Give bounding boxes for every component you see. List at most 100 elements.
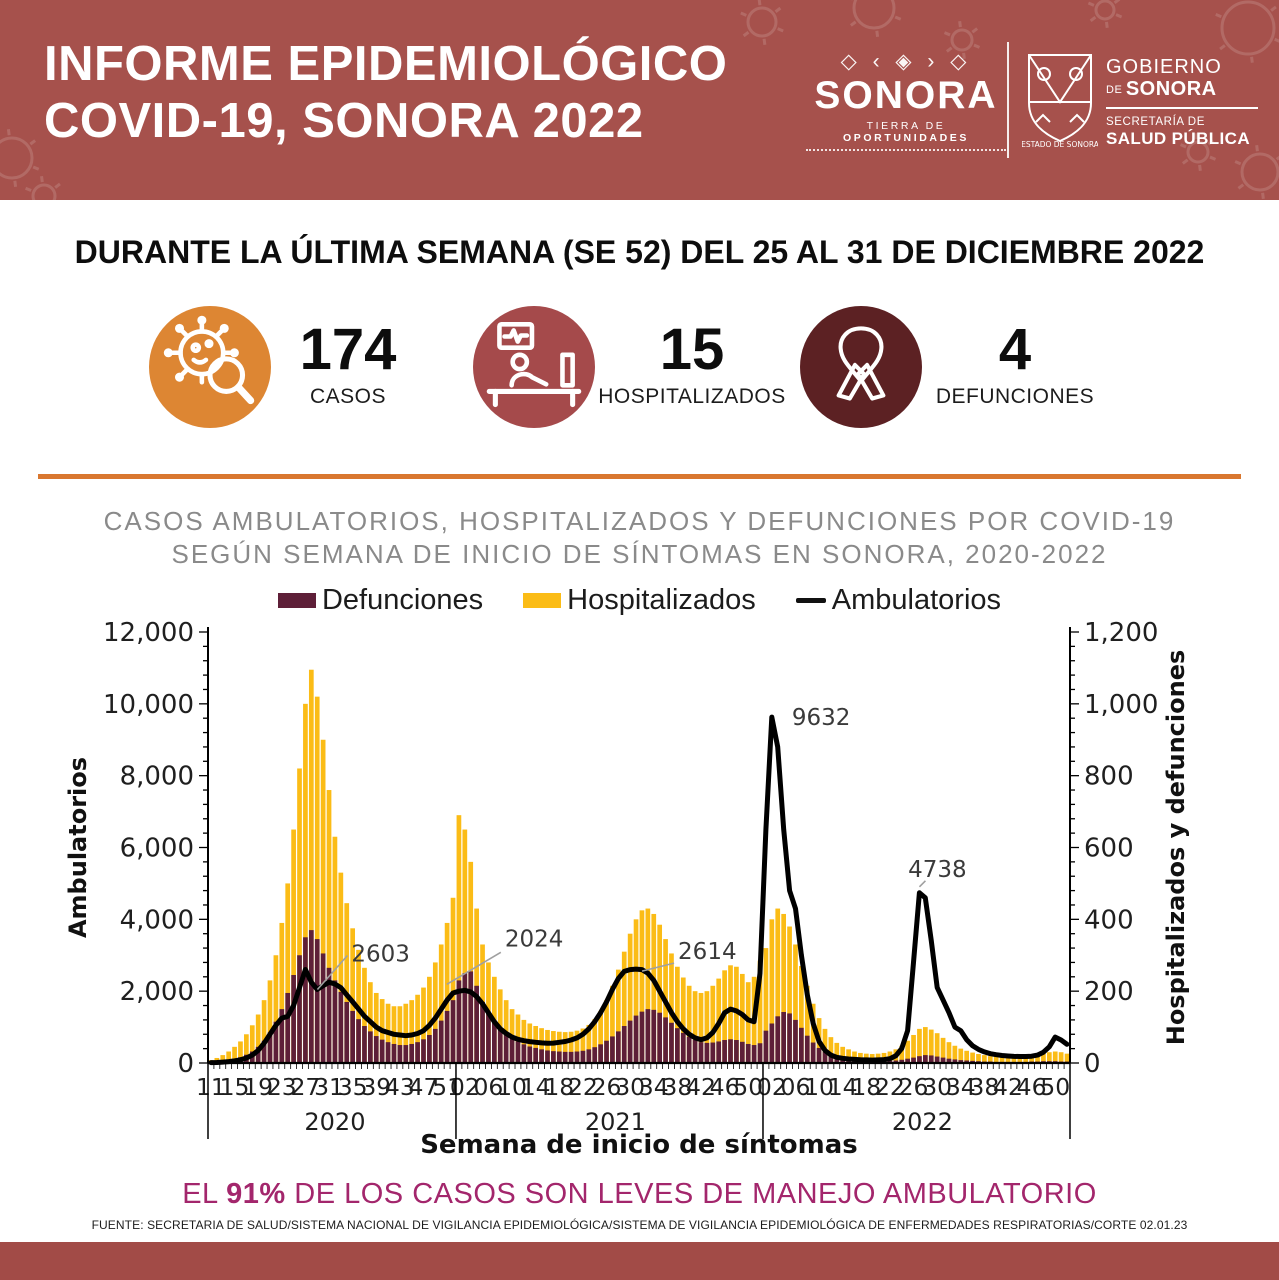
stat-hospitalizados-value: 15 bbox=[659, 317, 725, 382]
stat-hospitalizados: 15 HOSPITALIZADOS bbox=[592, 320, 792, 409]
svg-text:42: 42 bbox=[686, 1073, 716, 1101]
svg-text:18: 18 bbox=[851, 1073, 881, 1101]
gov-line4: SALUD PÚBLICA bbox=[1106, 129, 1251, 148]
svg-text:2,000: 2,000 bbox=[120, 977, 194, 1007]
stat-circle-defunciones bbox=[800, 306, 922, 428]
svg-text:30: 30 bbox=[615, 1073, 645, 1101]
sonora-shield-icon: ESTADO DE SONORA bbox=[1021, 50, 1100, 150]
legend-item-defunciones: Defunciones bbox=[277, 584, 483, 617]
chart-legend: Defunciones Hospitalizados Ambulatorios bbox=[0, 584, 1279, 617]
svg-text:14: 14 bbox=[828, 1073, 858, 1101]
svg-text:26: 26 bbox=[592, 1073, 622, 1101]
source-note: FUENTE: SECRETARIA DE SALUD/SISTEMA NACI… bbox=[91, 1218, 1188, 1232]
stat-defunciones-value: 4 bbox=[998, 317, 1032, 382]
svg-text:50: 50 bbox=[1040, 1073, 1070, 1101]
svg-text:0: 0 bbox=[1084, 1049, 1101, 1079]
svg-text:50: 50 bbox=[733, 1073, 763, 1101]
svg-text:27: 27 bbox=[290, 1073, 320, 1101]
stat-casos-label: CASOS bbox=[309, 385, 387, 408]
stat-defunciones-label: DEFUNCIONES bbox=[935, 385, 1095, 408]
svg-text:51: 51 bbox=[432, 1073, 462, 1101]
header-banner: INFORME EPIDEMIOLÓGICO COVID-19, SONORA … bbox=[0, 0, 1279, 200]
svg-text:8,000: 8,000 bbox=[120, 762, 194, 792]
svg-text:4,000: 4,000 bbox=[120, 905, 194, 935]
svg-text:02: 02 bbox=[757, 1073, 787, 1101]
footer-highlight: EL 91% DE LOS CASOS SON LEVES DE MANEJO … bbox=[0, 1178, 1279, 1211]
orange-divider bbox=[38, 474, 1241, 479]
legend-item-ambulatorios: Ambulatorios bbox=[795, 584, 1001, 617]
svg-text:12,000: 12,000 bbox=[103, 618, 194, 648]
footer-pre: EL bbox=[182, 1178, 227, 1210]
shield-caption: ESTADO DE SONORA bbox=[1022, 140, 1098, 149]
svg-text:47: 47 bbox=[409, 1073, 439, 1101]
legend-hospitalizados-label: Hospitalizados bbox=[567, 584, 756, 616]
svg-text:800: 800 bbox=[1084, 762, 1134, 792]
svg-text:400: 400 bbox=[1084, 905, 1134, 935]
legend-hospitalizados-swatch bbox=[523, 593, 562, 608]
svg-text:15: 15 bbox=[220, 1073, 250, 1101]
svg-text:18: 18 bbox=[544, 1073, 574, 1101]
stat-defunciones: 4 DEFUNCIONES bbox=[930, 320, 1100, 409]
awareness-ribbon-icon bbox=[836, 326, 886, 401]
report-title: INFORME EPIDEMIOLÓGICO COVID-19, SONORA … bbox=[44, 36, 727, 150]
svg-text:10: 10 bbox=[804, 1073, 834, 1101]
svg-text:0: 0 bbox=[177, 1049, 194, 1079]
svg-text:31: 31 bbox=[314, 1073, 344, 1101]
svg-text:200: 200 bbox=[1084, 977, 1134, 1007]
chart-title-line2: SEGÚN SEMANA DE INICIO DE SÍNTOMAS EN SO… bbox=[171, 539, 1108, 569]
government-block: GOBIERNO DE SONORA SECRETARÍA DE SALUD P… bbox=[1106, 56, 1258, 149]
sonora-tagline-bold: OPORTUNIDADES bbox=[843, 132, 969, 144]
svg-text:34: 34 bbox=[639, 1073, 669, 1101]
sonora-logo-wordmark: SONORA bbox=[814, 74, 998, 117]
gov-line2: DE SONORA bbox=[1106, 78, 1258, 101]
svg-text:34: 34 bbox=[946, 1073, 976, 1101]
svg-text:10,000: 10,000 bbox=[103, 690, 194, 720]
svg-text:10: 10 bbox=[497, 1073, 527, 1101]
stat-circle-hospitalizados bbox=[473, 306, 595, 428]
svg-text:9632: 9632 bbox=[792, 705, 851, 731]
svg-text:14: 14 bbox=[521, 1073, 551, 1101]
bottom-bar bbox=[0, 1242, 1279, 1280]
svg-text:Semana de inicio de síntomas: Semana de inicio de síntomas bbox=[420, 1130, 858, 1160]
legend-defunciones-swatch bbox=[277, 593, 316, 608]
svg-text:11: 11 bbox=[196, 1073, 226, 1101]
svg-text:06: 06 bbox=[781, 1073, 811, 1101]
svg-text:38: 38 bbox=[969, 1073, 999, 1101]
report-title-line2: COVID-19, SONORA 2022 bbox=[44, 94, 644, 148]
svg-text:19: 19 bbox=[243, 1073, 273, 1101]
gov-rule bbox=[1106, 107, 1258, 109]
gov-line2-bold: SONORA bbox=[1125, 78, 1217, 100]
legend-ambulatorios-swatch bbox=[795, 598, 826, 603]
svg-text:42: 42 bbox=[993, 1073, 1023, 1101]
svg-text:Ambulatorios: Ambulatorios bbox=[64, 757, 92, 938]
sonora-logo-tagline: TIERRA DE OPORTUNIDADES bbox=[806, 120, 1006, 151]
stat-casos-value: 174 bbox=[299, 317, 397, 382]
gov-line1: GOBIERNO bbox=[1106, 56, 1222, 78]
hospital-bed-icon bbox=[486, 322, 582, 408]
virus-doodles-decoration bbox=[0, 0, 1279, 200]
svg-text:2022: 2022 bbox=[892, 1108, 953, 1136]
footer-percентage: 91% bbox=[226, 1178, 286, 1210]
stat-hospitalizados-label: HOSPITALIZADOS bbox=[598, 385, 786, 408]
report-title-line1: INFORME EPIDEMIOLÓGICO bbox=[44, 37, 728, 91]
sonora-logo: ◇ ‹ ◈ › ◇ SONORA TIERRA DE OPORTUNIDADES bbox=[806, 50, 1006, 151]
svg-text:46: 46 bbox=[710, 1073, 740, 1101]
svg-text:02: 02 bbox=[450, 1073, 480, 1101]
virus-search-icon bbox=[163, 315, 255, 405]
week-summary-heading: DURANTE LA ÚLTIMA SEMANA (SE 52) DEL 25 … bbox=[74, 234, 1205, 270]
svg-text:1,000: 1,000 bbox=[1084, 690, 1158, 720]
svg-text:6,000: 6,000 bbox=[120, 834, 194, 864]
svg-text:26: 26 bbox=[899, 1073, 929, 1101]
sonora-tagline-pre: TIERRA DE bbox=[866, 120, 946, 132]
gov-line2-pre: DE bbox=[1106, 84, 1126, 96]
svg-text:2614: 2614 bbox=[678, 939, 737, 965]
svg-text:2603: 2603 bbox=[351, 942, 410, 968]
epi-curve-chart: 0 2,000 4,000 6,000 8,000 10,000 12,000 0 200 400… bbox=[64, 618, 1190, 1160]
stat-casos: 174 CASOS bbox=[268, 320, 428, 409]
svg-text:22: 22 bbox=[568, 1073, 598, 1101]
chart-title: CASOS AMBULATORIOS, HOSPITALIZADOS Y DEF… bbox=[0, 505, 1279, 571]
svg-text:600: 600 bbox=[1084, 834, 1134, 864]
stat-circle-casos bbox=[149, 306, 271, 428]
chart-title-line1: CASOS AMBULATORIOS, HOSPITALIZADOS Y DEF… bbox=[103, 506, 1176, 536]
